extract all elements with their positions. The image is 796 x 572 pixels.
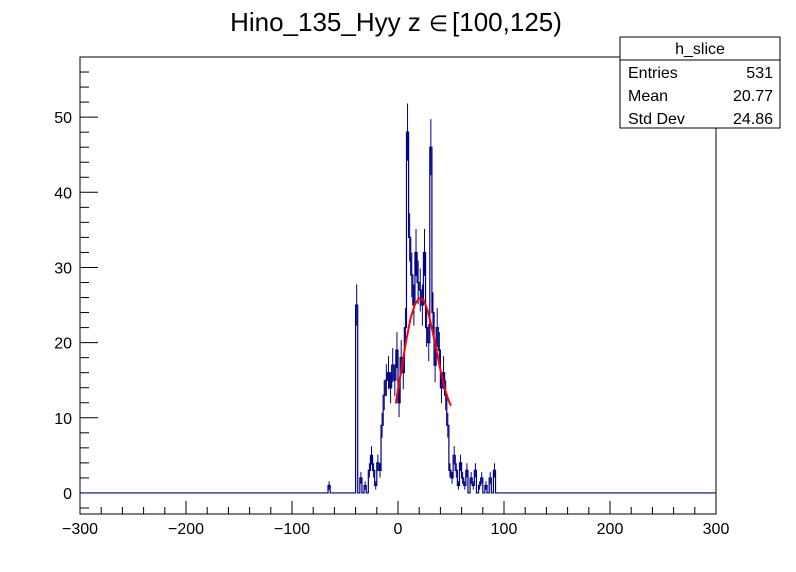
stats-box: h_slice Entries 531 Mean 20.77 Std Dev 2… (619, 36, 781, 129)
stats-value-mean: 20.77 (733, 88, 773, 105)
chart-title-range: [100,125) (452, 7, 562, 37)
chart-title-symbol: ∈ (429, 11, 448, 36)
stats-label-mean: Mean (628, 88, 668, 105)
stats-label-stddev: Std Dev (628, 111, 685, 128)
y-tick-label: 0 (63, 486, 72, 503)
gaussian-fit-line (394, 297, 452, 407)
y-tick-label: 50 (54, 110, 72, 127)
y-tick-label: 20 (54, 336, 72, 353)
stats-label-entries: Entries (628, 65, 678, 82)
stats-value-entries: 531 (746, 65, 773, 82)
x-tick-label: 200 (597, 521, 624, 538)
histogram-outline (80, 131, 716, 494)
stats-box-title: h_slice (675, 41, 725, 58)
x-tick-label: 0 (394, 521, 403, 538)
stats-value-stddev: 24.86 (733, 111, 773, 128)
x-tick-label: −300 (62, 521, 98, 538)
y-tick-label: 40 (54, 185, 72, 202)
y-tick-label: 10 (54, 411, 72, 428)
x-tick-label: −200 (168, 521, 204, 538)
chart-title: Hino_135_Hyy z ∈ [100,125) (230, 7, 562, 37)
x-tick-label: 300 (703, 521, 730, 538)
chart-title-prefix: Hino_135_Hyy z (230, 7, 421, 37)
x-tick-label: 100 (491, 521, 518, 538)
y-tick-label: 30 (54, 260, 72, 277)
x-tick-label: −100 (274, 521, 310, 538)
stats-box-frame (619, 36, 781, 129)
